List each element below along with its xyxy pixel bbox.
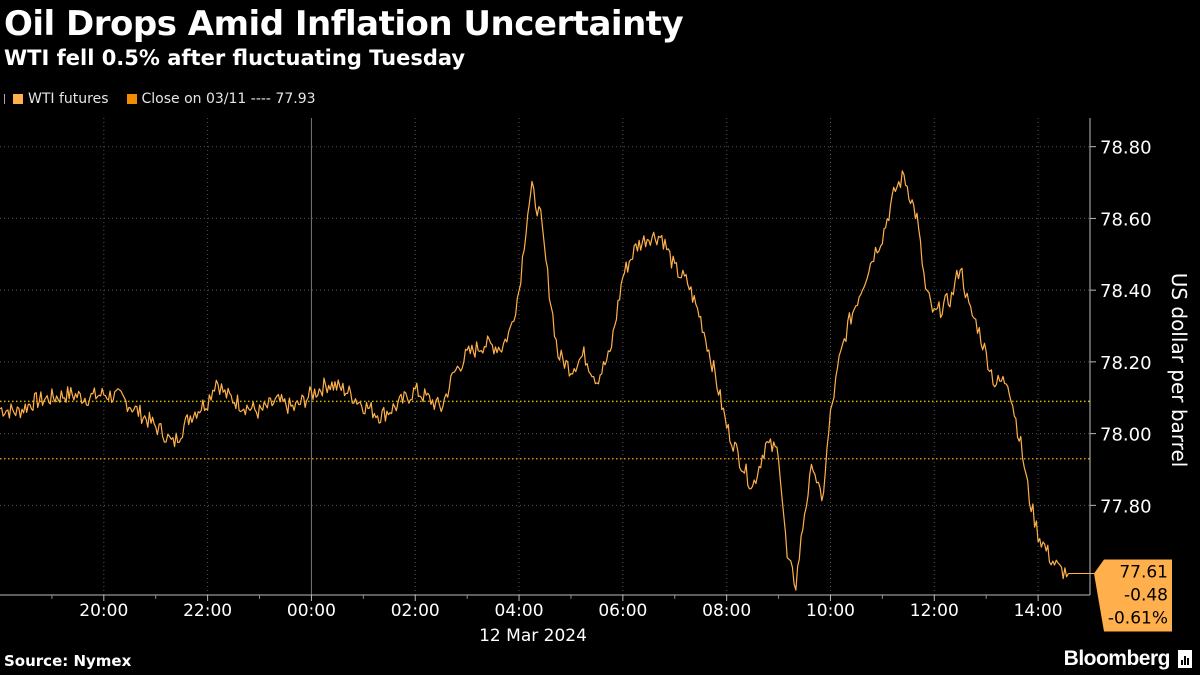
brand-logo: Bloomberg [1064,647,1192,671]
last-change-label: -0.48 [1124,585,1168,605]
y-axis-label: US dollar per barrel [1167,273,1191,468]
legend-item-close: Close on 03/11 ---- 77.93 [126,91,316,107]
x-tick-label: 00:00 [287,601,336,621]
y-tick-label: 78.40 [1100,281,1152,302]
source-note: Source: Nymex [4,652,132,670]
chart-legend: WTI futures Close on 03/11 ---- 77.93 [4,91,334,107]
last-value-box [1094,559,1172,632]
x-tick-label: 04:00 [495,601,544,621]
chart-title: Oil Drops Amid Inflation Uncertainty [4,4,684,44]
bloomberg-terminal-icon [1178,650,1192,668]
last-price-label: 77.61 [1119,562,1168,582]
brand-name: Bloomberg [1063,647,1171,670]
x-tick-label: 06:00 [598,601,647,621]
x-tick-label: 20:00 [79,601,128,621]
legend-range-icon [4,94,11,104]
legend-label-wti: WTI futures [28,91,109,107]
legend-item-wti-futures: WTI futures [4,91,109,107]
x-tick-label: 22:00 [183,601,232,621]
chart-subtitle: WTI fell 0.5% after fluctuating Tuesday [4,46,466,70]
x-tick-label: 02:00 [391,601,440,621]
x-tick-label: 12:00 [910,601,959,621]
series-line-wti-futures [0,170,1069,591]
x-axis-date-label: 12 Mar 2024 [479,626,587,646]
y-tick-label: 77.80 [1100,496,1152,517]
y-tick-label: 78.00 [1100,425,1152,446]
y-tick-label: 78.80 [1100,138,1152,159]
last-change-pct-label: -0.61% [1108,608,1168,628]
y-tick-label: 78.20 [1100,353,1152,374]
x-tick-label: 10:00 [806,601,855,621]
x-tick-label: 14:00 [1014,601,1063,621]
x-tick-label: 08:00 [702,601,751,621]
legend-label-close: Close on 03/11 ---- 77.93 [141,91,316,107]
legend-swatch-close [126,94,137,104]
y-tick-label: 78.60 [1100,209,1152,230]
legend-swatch-wti [13,94,23,104]
